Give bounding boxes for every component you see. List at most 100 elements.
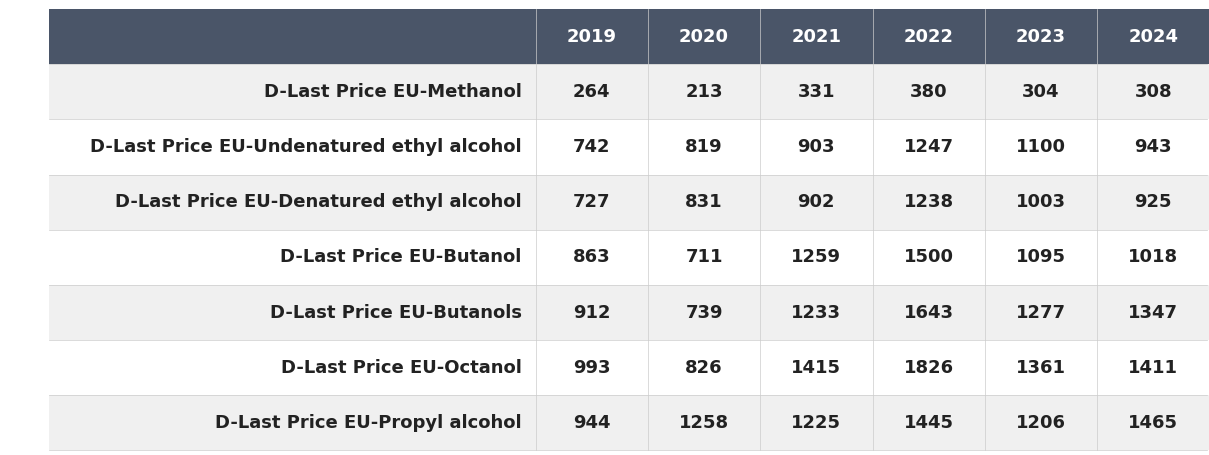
Text: D-Last Price EU-Octanol: D-Last Price EU-Octanol [280,359,522,377]
Bar [760,175,873,230]
Bar [760,119,873,175]
Bar [985,340,1097,395]
Bar [1097,285,1209,340]
Bar [50,175,536,230]
Text: 1361: 1361 [1016,359,1066,377]
Text: 742: 742 [573,138,611,156]
Text: D-Last Price EU-Denatured ethyl alcohol: D-Last Price EU-Denatured ethyl alcohol [115,193,522,211]
Text: 1347: 1347 [1128,303,1179,322]
Bar [873,119,985,175]
Text: 903: 903 [798,138,835,156]
Bar [873,175,985,230]
Bar [760,230,873,285]
Bar [873,9,985,64]
Bar [760,340,873,395]
Text: D-Last Price EU-Propyl alcohol: D-Last Price EU-Propyl alcohol [215,414,522,432]
Text: 1238: 1238 [903,193,954,211]
Bar [536,9,648,64]
Bar [648,285,760,340]
Bar [1097,9,1209,64]
Text: 727: 727 [573,193,611,211]
Bar [985,230,1097,285]
Bar [985,9,1097,64]
Text: 1003: 1003 [1016,193,1066,211]
Bar [760,285,873,340]
Bar [873,285,985,340]
Text: 1826: 1826 [903,359,954,377]
Text: D-Last Price EU-Butanol: D-Last Price EU-Butanol [280,248,522,266]
Bar [648,395,760,450]
Bar [536,175,648,230]
Text: 2024: 2024 [1128,28,1179,46]
Text: 1259: 1259 [792,248,841,266]
Text: 819: 819 [686,138,723,156]
Text: 1500: 1500 [903,248,954,266]
Text: 739: 739 [686,303,723,322]
Text: 912: 912 [573,303,611,322]
Text: 2021: 2021 [792,28,841,46]
Bar [760,395,873,450]
Text: 993: 993 [573,359,611,377]
Text: 2020: 2020 [679,28,729,46]
Bar [1097,64,1209,119]
Text: 1411: 1411 [1128,359,1179,377]
Text: 1233: 1233 [792,303,841,322]
Text: 1247: 1247 [903,138,954,156]
Bar [50,230,536,285]
Bar [536,340,648,395]
Text: 1258: 1258 [679,414,729,432]
Bar [536,230,648,285]
Text: 1277: 1277 [1016,303,1066,322]
Bar [50,64,536,119]
Bar [536,395,648,450]
Bar [50,285,536,340]
Bar [1097,340,1209,395]
Bar [985,119,1097,175]
Bar [873,395,985,450]
Bar [985,64,1097,119]
Text: 943: 943 [1134,138,1172,156]
Text: 1445: 1445 [903,414,954,432]
Bar [873,340,985,395]
Text: 925: 925 [1134,193,1172,211]
Text: 831: 831 [686,193,723,211]
Text: 264: 264 [573,83,611,101]
Bar [536,285,648,340]
Text: 1095: 1095 [1016,248,1066,266]
Bar [1097,230,1209,285]
Bar [985,285,1097,340]
Text: 1415: 1415 [792,359,841,377]
Text: 2022: 2022 [903,28,954,46]
Bar [873,230,985,285]
Text: 863: 863 [573,248,611,266]
Bar [760,9,873,64]
Text: 331: 331 [798,83,835,101]
Text: D-Last Price EU-Methanol: D-Last Price EU-Methanol [264,83,522,101]
Text: 2023: 2023 [1016,28,1066,46]
Bar [50,395,536,450]
Text: 1018: 1018 [1128,248,1179,266]
Text: 1643: 1643 [903,303,954,322]
Bar [648,175,760,230]
Text: D-Last Price EU-Undenatured ethyl alcohol: D-Last Price EU-Undenatured ethyl alcoho… [91,138,522,156]
Bar [873,64,985,119]
Text: 380: 380 [910,83,948,101]
Bar [50,9,536,64]
Text: 902: 902 [798,193,835,211]
Text: 1100: 1100 [1016,138,1066,156]
Text: 2019: 2019 [567,28,617,46]
Bar [1097,175,1209,230]
Text: 826: 826 [686,359,723,377]
Bar [536,119,648,175]
Text: 711: 711 [686,248,723,266]
Text: 1465: 1465 [1128,414,1179,432]
Bar [648,230,760,285]
Bar [648,64,760,119]
Text: 308: 308 [1134,83,1172,101]
Bar [760,64,873,119]
Text: 1206: 1206 [1016,414,1066,432]
Bar [648,340,760,395]
Bar [985,175,1097,230]
Text: 944: 944 [573,414,611,432]
Bar [1097,395,1209,450]
